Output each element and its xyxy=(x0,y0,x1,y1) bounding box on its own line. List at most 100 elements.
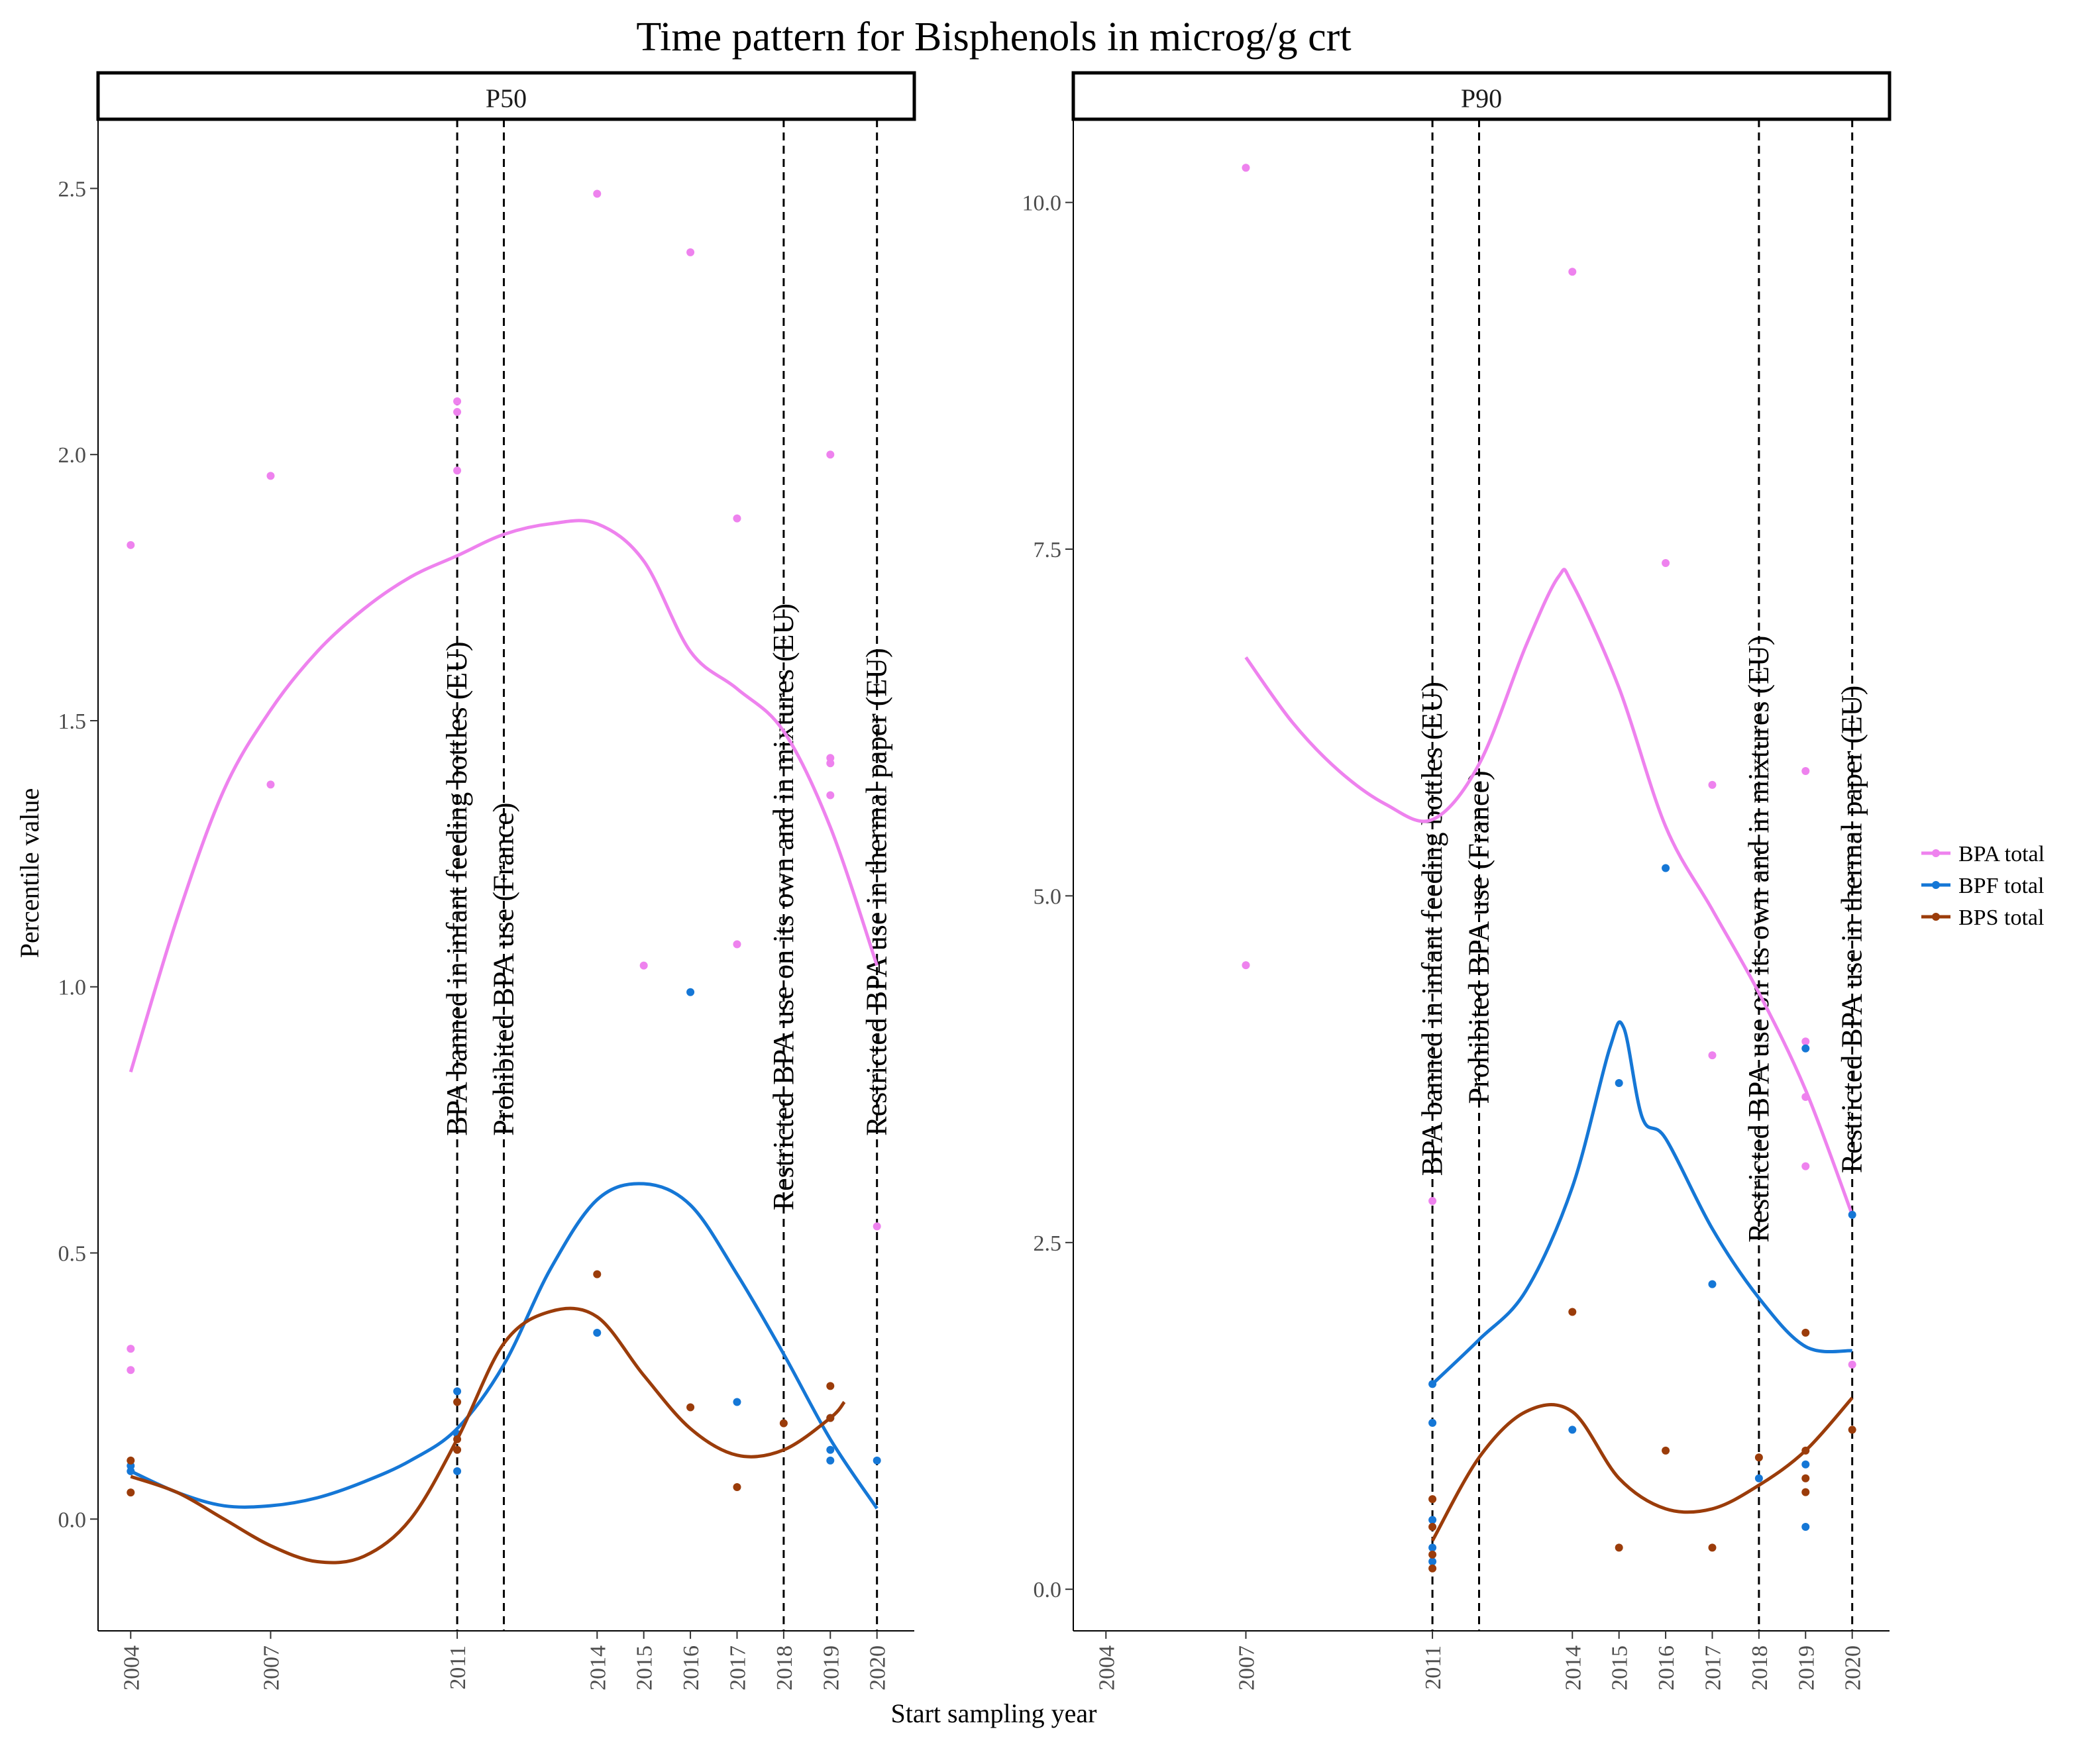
data-point-p90-bps-total xyxy=(1615,1543,1623,1552)
data-point-p90-bpf-total xyxy=(1428,1380,1437,1388)
data-point-p90-bpf-total xyxy=(1428,1418,1437,1427)
data-point-p50-bpf-total xyxy=(453,1387,462,1396)
data-point-p50-bps-total xyxy=(453,1435,462,1443)
data-point-p90-bpf-total xyxy=(1568,1426,1577,1434)
smooth-line-p50-bpf-total xyxy=(130,1182,879,1510)
data-point-p50-bpa-total xyxy=(266,780,275,789)
smooth-line-p90-bpf-total xyxy=(1431,1020,1852,1386)
legend-key-point xyxy=(1932,913,1940,921)
legend-label: BPF total xyxy=(1958,874,2044,898)
data-point-p50-bpa-total xyxy=(127,1345,135,1353)
y-tick-label-p50: 0.0 xyxy=(58,1508,87,1532)
y-tick-label-p50: 1.0 xyxy=(58,976,87,1000)
data-point-p90-bpa-total xyxy=(1801,1037,1810,1046)
data-point-p90-bpf-total xyxy=(1662,864,1670,872)
smooth-line-p90-bps-total xyxy=(1430,1396,1854,1542)
legend-item-bpa-total[interactable]: BPA total xyxy=(1921,842,2045,866)
strip-p50 xyxy=(96,71,916,121)
facet-panels: P50 0.0 0.5 1.0 1.5 2.0 2.5 2004 2007 2011 2014 201… xyxy=(58,71,1892,1690)
data-point-p50-bps-total xyxy=(453,1398,462,1406)
x-tick-label-p50: 2015 xyxy=(633,1645,657,1690)
y-tick-label-p90: 0.0 xyxy=(1034,1578,1062,1602)
data-point-p90-bps-total xyxy=(1428,1550,1437,1559)
x-tick-label-p50: 2017 xyxy=(725,1645,750,1690)
data-point-p90-bpf-total xyxy=(1708,1280,1717,1288)
data-point-p50-bps-total xyxy=(779,1419,788,1427)
data-point-p90-bps-total xyxy=(1848,1426,1856,1434)
data-point-p50-bpf-total xyxy=(127,1467,135,1475)
data-point-p90-bpf-total xyxy=(1801,1460,1810,1469)
data-point-p90-bps-total xyxy=(1568,1308,1577,1316)
data-point-p90-bps-total xyxy=(1428,1522,1437,1531)
x-tick-label-p90: 2016 xyxy=(1654,1645,1679,1690)
data-point-p90-bpa-total xyxy=(1568,268,1577,276)
x-tick-label-p90: 2017 xyxy=(1701,1645,1725,1690)
data-point-p90-bpf-total xyxy=(1754,1474,1763,1482)
event-label-p90-2018: Restricted BPA use on its own and in mix… xyxy=(1742,636,1775,1243)
data-point-p90-bpf-total xyxy=(1848,1210,1856,1219)
data-point-p50-bpf-total xyxy=(873,1456,881,1465)
chart-title: Time pattern for Bisphenols in microg/g … xyxy=(636,15,1351,60)
x-tick-label-p50: 2011 xyxy=(446,1645,470,1690)
data-point-p90-bpa-total xyxy=(1662,558,1670,567)
data-point-p90-bps-total xyxy=(1801,1328,1810,1337)
legend-label: BPS total xyxy=(1958,906,2044,930)
panel-p50: P50 0.0 0.5 1.0 1.5 2.0 2.5 2004 2007 2011 2014 201… xyxy=(58,71,916,1690)
event-label-p90-2012: Prohibited BPA use (France) xyxy=(1462,770,1495,1104)
data-point-p50-bpf-total xyxy=(826,1456,835,1465)
data-point-p90-bps-total xyxy=(1801,1474,1810,1482)
data-point-p50-bps-total xyxy=(686,1403,695,1412)
data-point-p50-bpf-total xyxy=(593,1329,602,1337)
data-point-p50-bps-total xyxy=(826,1414,835,1422)
y-tick-label-p90: 2.5 xyxy=(1034,1231,1062,1256)
x-tick-label-p90: 2019 xyxy=(1794,1645,1819,1690)
data-point-p90-bpf-total xyxy=(1428,1557,1437,1566)
data-point-p50-bpa-total xyxy=(733,940,741,949)
smooth-line-p50-bpa-total xyxy=(129,519,879,1073)
event-label-p90-2011: BPA banned in infant feeding bottles (EU… xyxy=(1416,682,1448,1176)
data-point-p90-bpa-total xyxy=(1801,766,1810,775)
data-point-p90-bpa-total xyxy=(1242,961,1250,970)
data-point-p50-bpa-total xyxy=(127,1366,135,1375)
data-point-p90-bpa-total xyxy=(1428,1196,1437,1205)
data-point-p90-bps-total xyxy=(1428,1564,1437,1573)
strip-label-p90: P90 xyxy=(1461,83,1502,113)
legend-item-bpf-total[interactable]: BPF total xyxy=(1921,874,2044,898)
data-point-p90-bpa-total xyxy=(1242,164,1250,172)
data-point-p50-bpa-total xyxy=(266,472,275,480)
x-tick-label-p90: 2004 xyxy=(1094,1645,1119,1690)
x-tick-label-p50: 2004 xyxy=(119,1645,144,1690)
data-point-p90-bpf-total xyxy=(1428,1543,1437,1552)
x-tick-label-p90: 2011 xyxy=(1421,1645,1446,1690)
data-point-p90-bpa-total xyxy=(1801,1092,1810,1101)
legend-key-point xyxy=(1932,881,1940,889)
x-tick-label-p90: 2014 xyxy=(1561,1645,1585,1690)
data-point-p90-bps-total xyxy=(1801,1446,1810,1455)
data-point-p50-bpa-total xyxy=(733,514,741,523)
data-point-p50-bpa-total xyxy=(639,961,648,970)
data-point-p50-bpa-total xyxy=(826,450,835,459)
y-tick-label-p90: 7.5 xyxy=(1034,538,1062,562)
x-tick-label-p50: 2018 xyxy=(773,1645,797,1690)
data-point-p50-bpa-total xyxy=(127,541,135,549)
data-point-p90-bpa-total xyxy=(1801,1162,1810,1170)
event-label-p90-2020: Restricted BPA use in thermal paper (EU) xyxy=(1836,686,1868,1173)
y-tick-label-p90: 5.0 xyxy=(1034,884,1062,909)
data-point-p90-bpf-total xyxy=(1615,1079,1623,1088)
x-tick-label-p90: 2020 xyxy=(1841,1645,1866,1690)
data-point-p50-bpa-total xyxy=(453,397,462,405)
data-point-p90-bpa-total xyxy=(1708,1051,1717,1060)
legend-item-bps-total[interactable]: BPS total xyxy=(1921,906,2044,930)
data-point-p50-bps-total xyxy=(826,1382,835,1390)
data-point-p50-bps-total xyxy=(127,1488,135,1497)
data-point-p90-bps-total xyxy=(1662,1446,1670,1455)
x-tick-label-p90: 2018 xyxy=(1748,1645,1772,1690)
legend-label: BPA total xyxy=(1958,842,2045,866)
data-point-p90-bpf-total xyxy=(1428,1516,1437,1524)
legend[interactable]: BPA total BPF total BPS total xyxy=(1921,842,2045,930)
data-point-p50-bpf-total xyxy=(453,1467,462,1475)
data-point-p50-bps-total xyxy=(127,1456,135,1465)
data-point-p90-bpa-total xyxy=(1708,780,1717,789)
strip-p90 xyxy=(1071,71,1892,121)
